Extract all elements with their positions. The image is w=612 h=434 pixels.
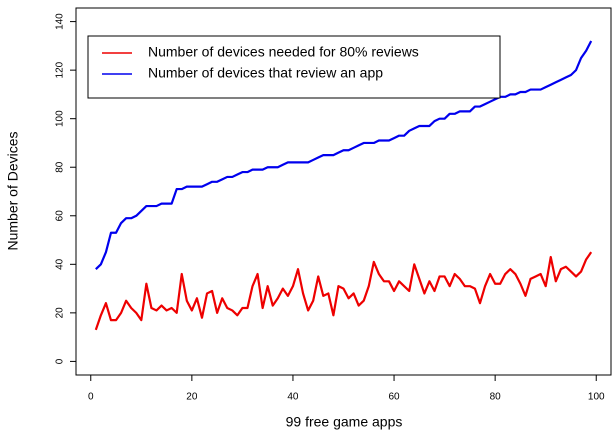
x-tick-label: 40	[287, 392, 299, 403]
x-tick-label: 60	[388, 392, 400, 403]
series-line	[94, 251, 593, 331]
y-tick-label: 120	[55, 61, 66, 78]
y-tick-label: 80	[55, 161, 66, 173]
y-tick-label: 140	[55, 13, 66, 30]
legend-label: Number of devices needed for 80% reviews	[148, 44, 419, 60]
series-line	[95, 40, 593, 270]
legend-label: Number of devices that review an app	[148, 65, 383, 81]
x-tick-label: 80	[490, 392, 502, 403]
x-tick-label: 100	[588, 392, 605, 403]
y-axis-label: Number of Devices	[5, 131, 21, 250]
y-tick-label: 60	[55, 210, 66, 222]
x-tick-label: 20	[186, 392, 198, 403]
y-tick-label: 100	[55, 110, 66, 127]
y-tick-label: 20	[55, 307, 66, 319]
y-tick-label: 40	[55, 258, 66, 270]
x-axis-label: 99 free game apps	[286, 414, 403, 430]
x-tick-label: 0	[88, 392, 94, 403]
plot-frame	[75, 7, 612, 376]
legend-box	[87, 35, 501, 99]
y-tick-label: 0	[55, 358, 66, 364]
